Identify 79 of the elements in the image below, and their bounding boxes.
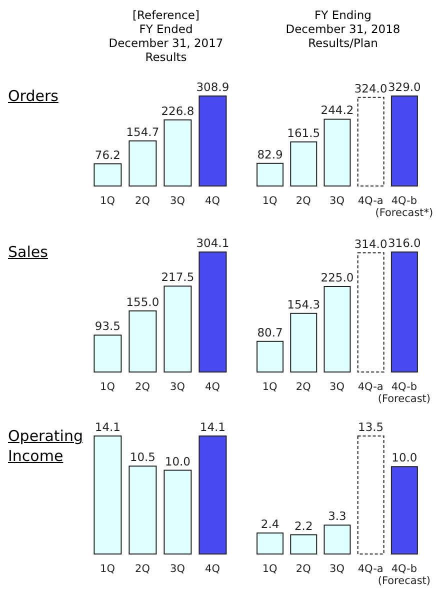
x-tick-label: 2Q xyxy=(135,563,150,575)
x-tick-label: 4Q-a xyxy=(358,563,384,575)
data-label: 308.9 xyxy=(196,80,230,94)
data-label: 217.5 xyxy=(161,270,194,284)
bar xyxy=(390,96,418,186)
bar xyxy=(357,96,384,186)
bar xyxy=(390,252,418,372)
chart-title: Operating Income xyxy=(8,426,84,466)
bar xyxy=(164,119,192,186)
data-label: 154.3 xyxy=(287,297,320,312)
x-tick-label: 3Q xyxy=(170,381,185,393)
data-label: 2.2 xyxy=(294,518,313,533)
data-label: 82.9 xyxy=(257,147,283,162)
bar xyxy=(128,140,157,186)
data-label: 329.0 xyxy=(388,80,421,94)
bar xyxy=(256,162,284,186)
x-tick-label: 1Q xyxy=(100,563,115,575)
data-label: 161.5 xyxy=(287,126,320,140)
x-tick-label: 1Q xyxy=(262,563,278,575)
bar xyxy=(164,286,192,372)
data-label: 10.5 xyxy=(130,450,156,464)
data-label: 80.7 xyxy=(257,325,283,340)
data-label: 314.0 xyxy=(354,236,388,251)
data-label: 76.2 xyxy=(94,148,121,162)
data-label: 304.1 xyxy=(196,236,230,250)
x-tick-label: 4Q xyxy=(205,195,220,207)
data-label: 93.5 xyxy=(94,319,121,334)
x-tick-label: 2Q xyxy=(296,563,311,575)
data-label: 226.8 xyxy=(161,104,194,118)
x-tick-label: 4Q-a xyxy=(358,195,384,207)
data-label: 2.4 xyxy=(260,517,280,532)
x-tick-label: 3Q xyxy=(330,195,344,207)
x-tick-label: 1Q xyxy=(100,381,115,393)
bar xyxy=(198,252,227,372)
bar xyxy=(390,466,418,554)
x-tick-label: 2Q xyxy=(135,195,150,207)
data-label: 14.1 xyxy=(200,420,226,434)
data-label: 244.2 xyxy=(320,103,354,118)
x-tick-label: 3Q xyxy=(330,381,344,393)
data-label: 3.3 xyxy=(328,509,346,524)
x-tick-label: 4Q xyxy=(205,563,220,575)
bar xyxy=(357,252,384,372)
bar xyxy=(128,310,157,372)
x-tick-label: 3Q xyxy=(330,563,344,575)
data-label: 13.5 xyxy=(358,420,384,434)
bar xyxy=(94,163,122,186)
data-label: 14.1 xyxy=(94,420,121,434)
bar xyxy=(290,534,318,554)
x-tick-label: 3Q xyxy=(170,563,185,575)
bar xyxy=(94,334,122,372)
x-tick-label: 4Q xyxy=(205,381,220,393)
data-label: 316.0 xyxy=(388,236,421,250)
bar xyxy=(256,340,284,372)
data-label: 225.0 xyxy=(320,270,354,285)
data-label: 154.7 xyxy=(126,124,160,139)
data-label: 155.0 xyxy=(126,294,160,309)
data-label: 10.0 xyxy=(392,450,418,465)
chart-subtitle: [Reference] FY Ended December 31, 2017 Results xyxy=(108,8,224,64)
x-tick-label: 1Q xyxy=(262,381,278,393)
data-label: 324.0 xyxy=(354,81,388,96)
bar xyxy=(324,524,351,554)
chart-title: Orders xyxy=(8,86,60,106)
bar xyxy=(198,96,227,186)
x-tick-label: 2Q xyxy=(135,381,150,393)
bar xyxy=(324,286,351,372)
bar xyxy=(256,532,284,554)
chart-subtitle: FY Ending December 31, 2018 Results/Plan xyxy=(284,8,402,50)
bar xyxy=(357,436,384,554)
x-tick-label: 4Q-a xyxy=(358,381,384,393)
bar xyxy=(290,141,318,186)
x-tick-label: 3Q xyxy=(170,195,185,207)
bar xyxy=(290,312,318,372)
data-label: 10.0 xyxy=(164,454,191,468)
x-tick-label: 1Q xyxy=(100,195,115,207)
x-tick-label: 2Q xyxy=(296,381,311,393)
bar xyxy=(324,118,351,186)
x-tick-label: 1Q xyxy=(262,195,278,207)
x-tick-label: 2Q xyxy=(296,195,311,207)
chart-title: Sales xyxy=(8,242,49,262)
